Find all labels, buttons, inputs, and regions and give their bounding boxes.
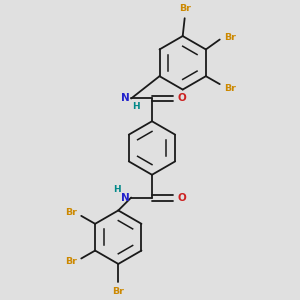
- Text: Br: Br: [112, 287, 124, 296]
- Text: N: N: [121, 193, 130, 202]
- Text: Br: Br: [179, 4, 190, 13]
- Text: O: O: [177, 94, 186, 103]
- Text: N: N: [121, 94, 130, 103]
- Text: O: O: [177, 193, 186, 202]
- Text: Br: Br: [224, 84, 236, 93]
- Text: Br: Br: [65, 208, 77, 217]
- Text: H: H: [132, 102, 140, 111]
- Text: H: H: [113, 185, 121, 194]
- Text: Br: Br: [224, 33, 236, 42]
- Text: Br: Br: [65, 257, 77, 266]
